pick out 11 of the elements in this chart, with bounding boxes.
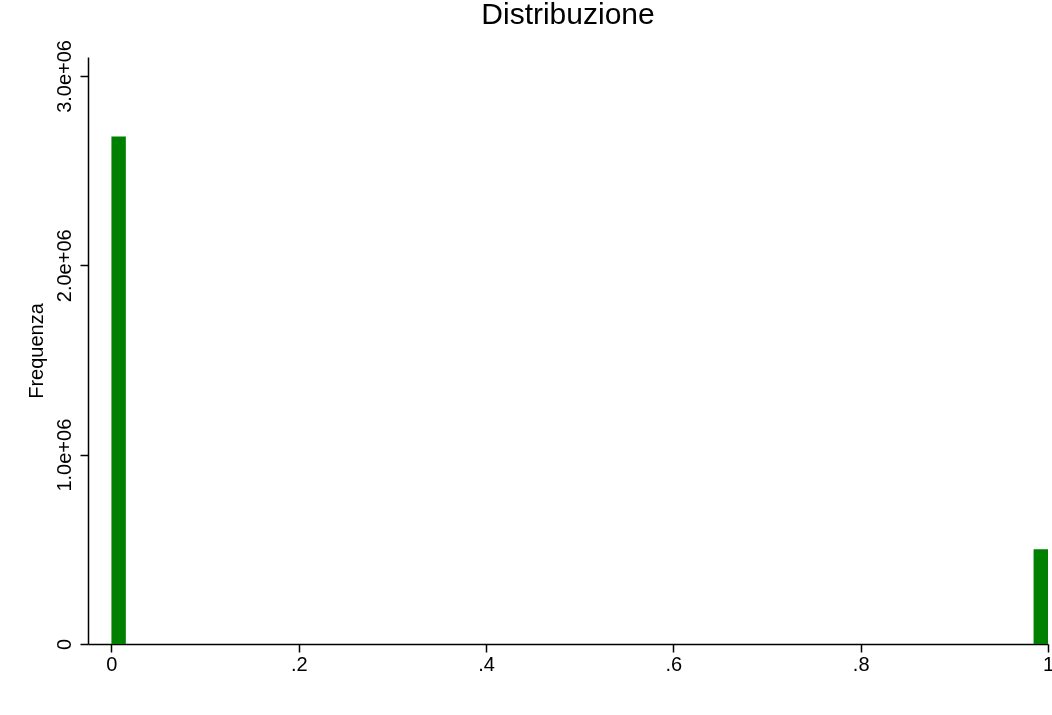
y-tick-label: 0	[52, 638, 75, 651]
x-tick-label: .2	[290, 652, 308, 675]
y-axis-title: Frequenza	[24, 302, 47, 399]
chart-title: Distribuzione	[481, 0, 655, 30]
x-tick-label: .8	[852, 652, 870, 675]
y-tick-label: 1.0e+06	[52, 418, 75, 492]
x-tick-label: 0	[106, 652, 118, 675]
y-tick-label: 2.0e+06	[52, 229, 75, 303]
x-tick-label: .6	[665, 652, 683, 675]
x-tick-label: .4	[478, 652, 495, 675]
y-tick-label: 3.0e+06	[52, 40, 75, 113]
